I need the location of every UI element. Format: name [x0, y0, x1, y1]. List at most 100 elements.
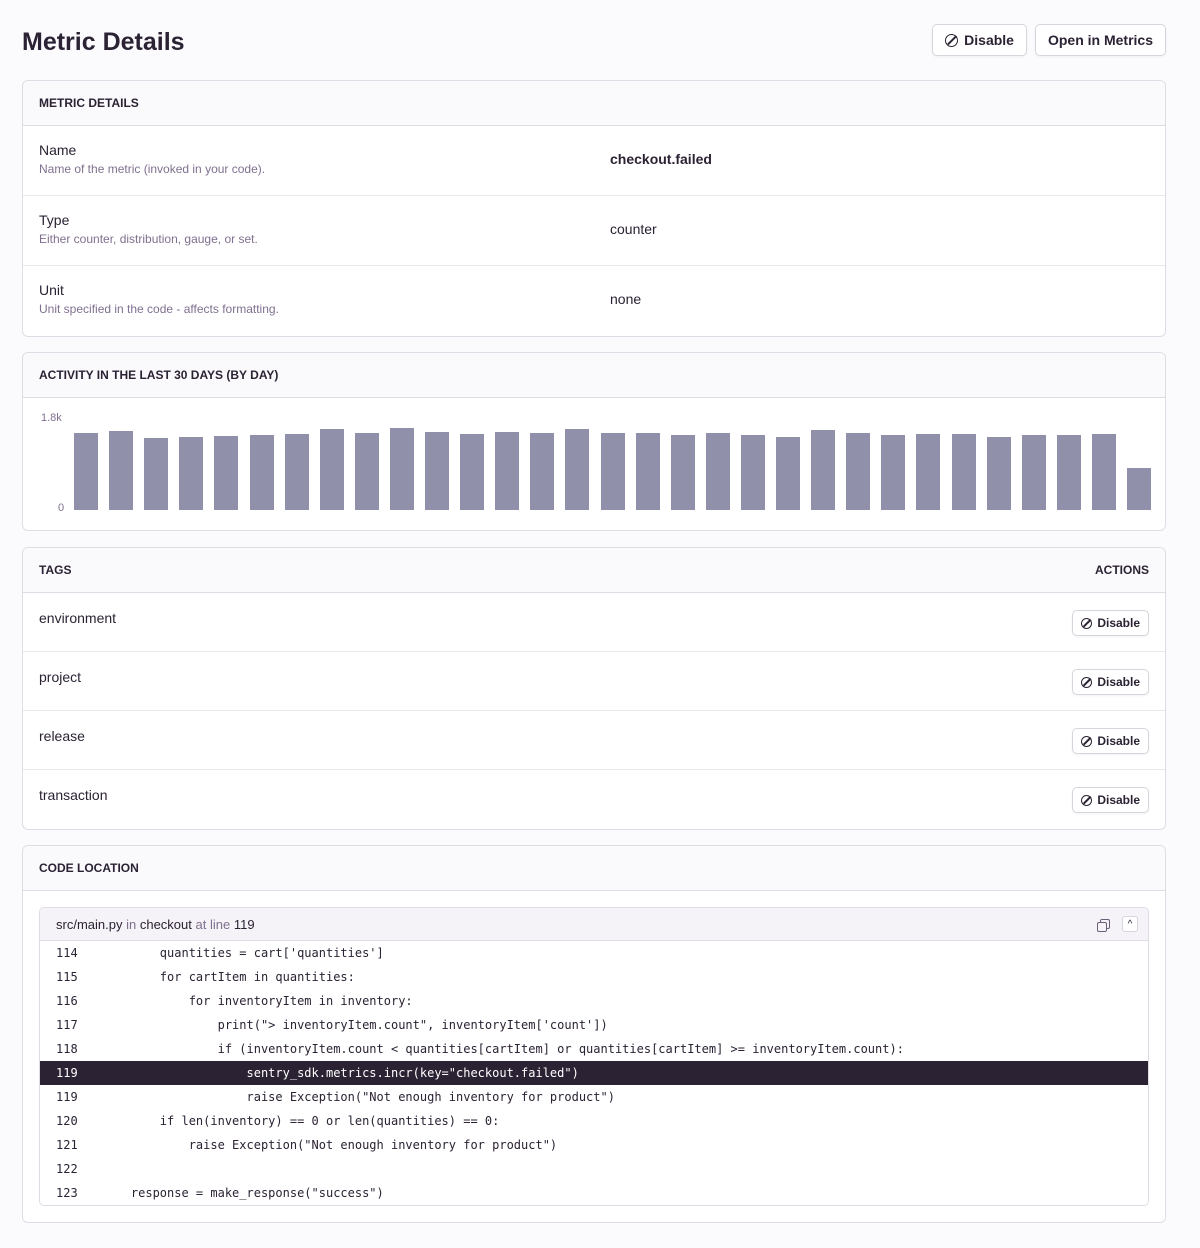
- disable-tag-button[interactable]: Disable: [1072, 728, 1149, 754]
- activity-bar[interactable]: [249, 435, 274, 510]
- detail-row: Name Name of the metric (invoked in your …: [23, 126, 1165, 196]
- activity-bar[interactable]: [776, 437, 800, 510]
- detail-value: none: [610, 291, 642, 307]
- code-line: 114 quantities = cart['quantities']: [40, 941, 1148, 965]
- detail-label: Name: [39, 142, 77, 158]
- activity-bar[interactable]: [600, 433, 625, 510]
- ban-icon: [1081, 735, 1093, 747]
- activity-bar[interactable]: [214, 435, 239, 510]
- code-line: 117 print("> inventoryItem.count", inven…: [40, 1013, 1148, 1037]
- line-number: 119: [56, 1090, 78, 1104]
- button-label: Disable: [1097, 734, 1140, 748]
- tag-name: environment: [39, 610, 117, 626]
- activity-bar[interactable]: [916, 433, 941, 510]
- ban-icon: [1081, 794, 1093, 806]
- button-label: Disable: [964, 32, 1014, 48]
- activity-bar[interactable]: [319, 429, 344, 510]
- code-text: print("> inventoryItem.count", inventory…: [102, 1018, 608, 1032]
- detail-row: Type Either counter, distribution, gauge,…: [23, 196, 1165, 266]
- code-line: 122: [40, 1157, 1148, 1181]
- tag-row: environment Disable: [23, 593, 1165, 652]
- button-label: Disable: [1097, 675, 1140, 689]
- tag-row: project Disable: [23, 652, 1165, 711]
- code-line: 116 for inventoryItem in inventory:: [40, 989, 1148, 1013]
- tags-panel: Tags Actions environment Disable project Dis…: [22, 547, 1166, 830]
- activity-bar[interactable]: [74, 432, 98, 510]
- line-number: 121: [56, 1138, 78, 1152]
- activity-bar[interactable]: [740, 435, 765, 510]
- disable-tag-button[interactable]: Disable: [1072, 669, 1149, 695]
- detail-description: Name of the metric (invoked in your code…: [39, 162, 266, 176]
- activity-bar[interactable]: [495, 431, 520, 510]
- panel-header: Tags Actions: [23, 548, 1165, 593]
- activity-bar[interactable]: [460, 433, 485, 510]
- activity-bar[interactable]: [951, 434, 976, 510]
- activity-bar[interactable]: [1021, 435, 1046, 510]
- disable-tag-button[interactable]: Disable: [1072, 787, 1149, 813]
- detail-row: Unit Unit specified in the code - affects…: [23, 266, 1165, 336]
- line-number: 116: [56, 994, 78, 1008]
- line-number: 115: [56, 970, 78, 984]
- button-label: Disable: [1097, 793, 1140, 807]
- code-text: raise Exception("Not enough inventory fo…: [102, 1090, 615, 1104]
- disable-tag-button[interactable]: Disable: [1072, 610, 1149, 636]
- activity-bar[interactable]: [144, 437, 169, 510]
- line-number: 119: [56, 1066, 78, 1080]
- activity-bar[interactable]: [565, 428, 590, 510]
- ban-icon: [945, 33, 959, 47]
- tag-row: transaction Disable: [23, 770, 1165, 829]
- activity-bar[interactable]: [1056, 434, 1081, 510]
- code-text: raise Exception("Not enough inventory fo…: [102, 1138, 558, 1152]
- code-text: if len(inventory) == 0 or len(quantities…: [102, 1114, 500, 1128]
- code-text: sentry_sdk.metrics.incr(key="checkout.fa…: [102, 1066, 579, 1080]
- panel-header: Code Location: [23, 846, 1165, 891]
- panel-header: Activity in the last 30 days (by day): [23, 353, 1165, 398]
- line-number: 120: [56, 1114, 78, 1128]
- activity-bar[interactable]: [1127, 467, 1151, 510]
- line-number: 117: [56, 1018, 78, 1032]
- detail-description: Either counter, distribution, gauge, or …: [39, 232, 258, 246]
- disable-metric-button[interactable]: Disable: [932, 24, 1027, 56]
- activity-bar[interactable]: [635, 433, 660, 510]
- activity-bar[interactable]: [425, 431, 449, 510]
- code-frame: src/main.py in checkout at line 119 ^ 11…: [39, 907, 1149, 1206]
- code-text: quantities = cart['quantities']: [102, 946, 384, 960]
- activity-bar[interactable]: [811, 429, 836, 510]
- activity-bar[interactable]: [881, 435, 906, 510]
- line-number: 119: [233, 916, 255, 932]
- copy-icon[interactable]: [1097, 919, 1110, 932]
- code-line: 118 if (inventoryItem.count < quantities…: [40, 1037, 1148, 1061]
- file-path: src/main.py: [56, 916, 123, 932]
- activity-bar[interactable]: [284, 433, 309, 510]
- open-in-metrics-button[interactable]: Open in Metrics: [1034, 24, 1166, 56]
- detail-description: Unit specified in the code - affects for…: [39, 302, 279, 316]
- line-number: 118: [56, 1042, 78, 1056]
- tag-row: release Disable: [23, 711, 1165, 770]
- code-frame-header: src/main.py in checkout at line 119 ^: [40, 908, 1148, 941]
- activity-bar[interactable]: [530, 433, 555, 510]
- activity-bar[interactable]: [986, 437, 1011, 510]
- button-label: Open in Metrics: [1047, 32, 1153, 48]
- detail-label: Type: [39, 212, 70, 228]
- tag-name: transaction: [39, 787, 108, 803]
- activity-bar[interactable]: [670, 434, 695, 510]
- line-number: 122: [56, 1162, 78, 1176]
- activity-bar[interactable]: [109, 430, 134, 510]
- activity-bar[interactable]: [846, 432, 871, 510]
- line-number: 114: [56, 946, 78, 960]
- highlighted-code-line: 119 sentry_sdk.metrics.incr(key="checkou…: [40, 1061, 1148, 1085]
- activity-bar[interactable]: [1091, 433, 1116, 510]
- y-tick-label: 1.8k: [41, 412, 62, 424]
- tag-name: project: [39, 669, 82, 685]
- code-line: 115 for cartItem in quantities:: [40, 965, 1148, 989]
- activity-bar[interactable]: [705, 432, 730, 510]
- code-text: for cartItem in quantities:: [102, 970, 355, 984]
- activity-bar[interactable]: [179, 436, 204, 510]
- metric-details-panel: Metric Details Name Name of the metric (i…: [22, 80, 1166, 337]
- tag-name: release: [39, 728, 85, 744]
- code-line: 121 raise Exception("Not enough inventor…: [40, 1133, 1148, 1157]
- activity-panel: Activity in the last 30 days (by day) 1.…: [22, 352, 1166, 531]
- activity-bar[interactable]: [354, 432, 379, 510]
- collapse-button[interactable]: ^: [1122, 916, 1138, 932]
- activity-bar[interactable]: [389, 427, 414, 510]
